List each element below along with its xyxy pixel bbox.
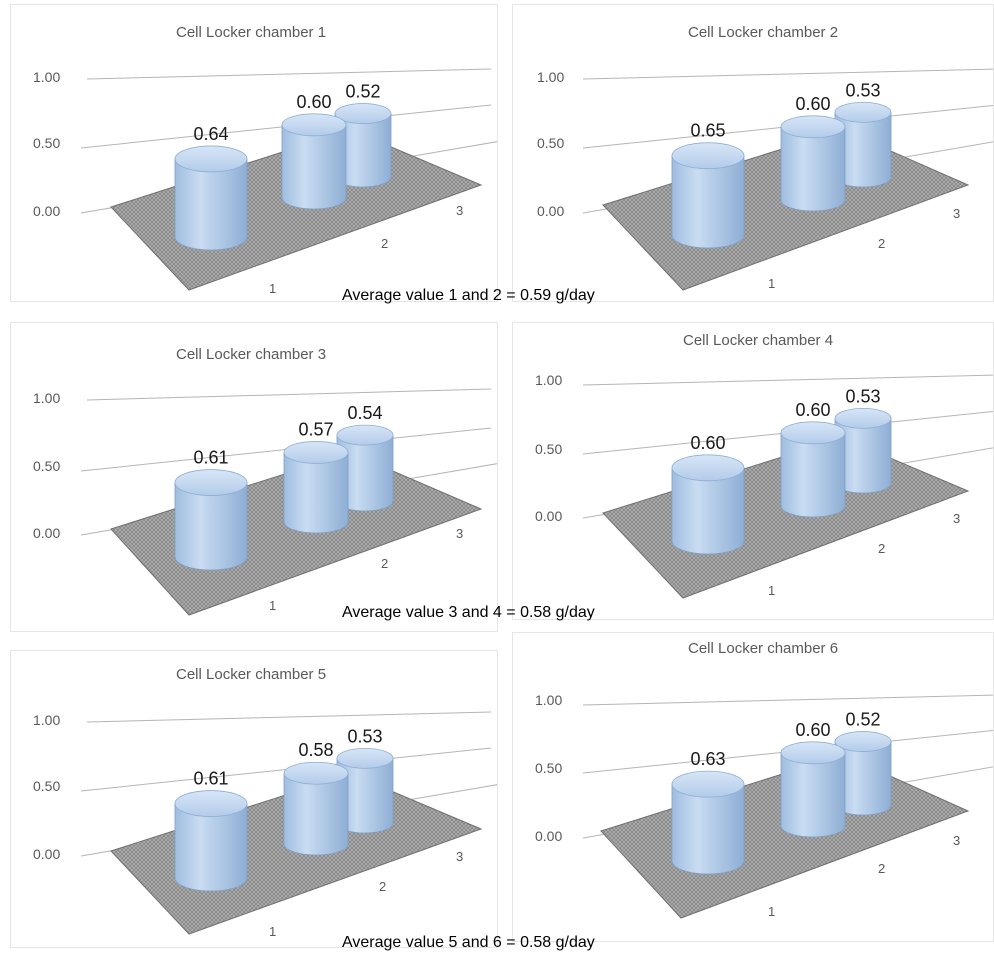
data-label: 0.63 bbox=[690, 749, 725, 769]
category-label: 2 bbox=[381, 556, 388, 571]
category-label: 3 bbox=[456, 203, 463, 218]
category-label: 3 bbox=[953, 206, 960, 221]
y-tick-label: 0.00 bbox=[535, 828, 562, 844]
category-label: 1 bbox=[269, 281, 276, 296]
y-tick-label: 1.00 bbox=[33, 69, 60, 85]
chart-svg: Cell Locker chamber 1 0.00 0.50 1.00 0.52 0.6… bbox=[33, 24, 497, 296]
bar-cylinder bbox=[336, 424, 394, 512]
bar-cylinder bbox=[834, 407, 892, 494]
average-caption-5-6: Average value 5 and 6 = 0.58 g/day bbox=[342, 934, 595, 951]
chart-svg: Cell Locker chamber 5 0.00 0.50 1.00 0.53 0.5… bbox=[33, 666, 497, 939]
y-tick-label: 0.50 bbox=[535, 441, 562, 457]
bar-cylinder bbox=[780, 421, 846, 518]
y-tick-label: 0.00 bbox=[33, 203, 60, 219]
y-tick-label: 0.00 bbox=[33, 846, 60, 862]
category-label: 1 bbox=[768, 583, 775, 598]
chart-svg: Cell Locker chamber 2 0.00 0.50 1.00 0.53 0.6… bbox=[537, 24, 993, 291]
chart-svg: Cell Locker chamber 4 0.00 0.50 1.00 0.53 0.6… bbox=[535, 332, 993, 599]
chart-panel-chamber-1: Cell Locker chamber 1 0.00 0.50 1.00 0.52 0.6… bbox=[10, 4, 498, 302]
y-tick-label: 1.00 bbox=[33, 712, 60, 728]
gridline bbox=[582, 694, 993, 706]
data-label: 0.64 bbox=[193, 124, 228, 144]
category-label: 2 bbox=[379, 879, 386, 894]
data-label: 0.61 bbox=[193, 769, 228, 789]
bar-cylinder bbox=[283, 761, 349, 856]
chart-panel-chamber-3: Cell Locker chamber 3 0.00 0.50 1.00 0.54 0.5… bbox=[10, 322, 498, 632]
y-tick-label: 0.50 bbox=[33, 458, 60, 474]
data-label: 0.52 bbox=[345, 82, 380, 102]
category-label: 2 bbox=[381, 236, 388, 251]
category-label: 3 bbox=[456, 526, 463, 541]
category-label: 3 bbox=[953, 833, 960, 848]
y-tick-label: 0.50 bbox=[33, 778, 60, 794]
chart-svg: Cell Locker chamber 3 0.00 0.50 1.00 0.54 0.5… bbox=[33, 346, 497, 616]
category-label: 2 bbox=[878, 541, 885, 556]
chart-title: Cell Locker chamber 2 bbox=[688, 24, 838, 41]
chart-title: Cell Locker chamber 6 bbox=[688, 640, 838, 657]
category-label: 1 bbox=[269, 924, 276, 939]
data-label: 0.60 bbox=[296, 92, 331, 112]
y-tick-label: 0.00 bbox=[33, 525, 60, 541]
data-label: 0.53 bbox=[845, 80, 880, 100]
chart-panel-chamber-4: Cell Locker chamber 4 0.00 0.50 1.00 0.53 0.6… bbox=[512, 322, 994, 620]
gridline bbox=[86, 68, 492, 80]
bar-cylinder bbox=[281, 113, 347, 210]
bar-cylinder bbox=[174, 145, 248, 251]
bar-cylinder bbox=[174, 469, 248, 571]
gridline bbox=[86, 388, 492, 401]
bar-cylinder bbox=[671, 770, 745, 875]
data-label: 0.60 bbox=[690, 433, 725, 453]
gridline bbox=[582, 68, 993, 80]
average-caption-3-4: Average value 3 and 4 = 0.58 g/day bbox=[342, 604, 595, 621]
data-label: 0.58 bbox=[298, 740, 333, 760]
data-label: 0.60 bbox=[795, 720, 830, 740]
data-label: 0.53 bbox=[845, 386, 880, 406]
data-label: 0.60 bbox=[795, 400, 830, 420]
y-tick-label: 0.50 bbox=[535, 760, 562, 776]
category-label: 3 bbox=[953, 511, 960, 526]
bar-cylinder bbox=[671, 454, 745, 555]
category-label: 1 bbox=[768, 276, 775, 291]
category-label: 2 bbox=[878, 861, 885, 876]
chart-panel-chamber-6: Cell Locker chamber 6 0.00 0.50 1.00 0.52 0.6… bbox=[512, 632, 994, 942]
chart-title: Cell Locker chamber 4 bbox=[683, 332, 833, 349]
chart-title: Cell Locker chamber 1 bbox=[176, 24, 326, 41]
average-caption-1-2: Average value 1 and 2 = 0.59 g/day bbox=[342, 287, 595, 304]
y-tick-label: 0.00 bbox=[535, 508, 562, 524]
chart-panel-chamber-2: Cell Locker chamber 2 0.00 0.50 1.00 0.53 0.6… bbox=[512, 4, 994, 302]
y-tick-label: 1.00 bbox=[537, 69, 564, 85]
bar-cylinder bbox=[780, 115, 846, 212]
data-label: 0.53 bbox=[347, 726, 382, 746]
bar-cylinder bbox=[334, 103, 392, 188]
category-label: 1 bbox=[768, 904, 775, 919]
data-label: 0.60 bbox=[795, 94, 830, 114]
bar-cylinder bbox=[834, 101, 892, 188]
category-label: 2 bbox=[878, 236, 885, 251]
gridline bbox=[86, 711, 492, 723]
data-label: 0.54 bbox=[347, 403, 382, 423]
y-tick-label: 0.00 bbox=[537, 203, 564, 219]
data-label: 0.57 bbox=[298, 419, 333, 439]
bar-cylinder bbox=[336, 747, 394, 834]
bar-cylinder bbox=[174, 790, 248, 892]
category-label: 1 bbox=[269, 598, 276, 613]
y-tick-label: 0.50 bbox=[537, 135, 564, 151]
data-label: 0.61 bbox=[193, 448, 228, 468]
y-tick-label: 1.00 bbox=[33, 390, 60, 406]
gridline bbox=[582, 374, 993, 386]
chart-svg: Cell Locker chamber 6 0.00 0.50 1.00 0.52 0.6… bbox=[535, 640, 993, 919]
y-tick-label: 1.00 bbox=[535, 692, 562, 708]
category-label: 3 bbox=[456, 849, 463, 864]
data-label: 0.65 bbox=[690, 121, 725, 141]
bar-cylinder bbox=[283, 441, 349, 534]
data-label: 0.52 bbox=[845, 710, 880, 730]
bar-cylinder bbox=[780, 741, 846, 838]
y-tick-label: 1.00 bbox=[535, 372, 562, 388]
bar-cylinder bbox=[834, 731, 892, 816]
bar-cylinder bbox=[671, 142, 745, 249]
y-tick-label: 0.50 bbox=[33, 135, 60, 151]
chart-title: Cell Locker chamber 3 bbox=[176, 346, 326, 363]
chart-panel-chamber-5: Cell Locker chamber 5 0.00 0.50 1.00 0.53 0.5… bbox=[10, 650, 498, 948]
chart-title: Cell Locker chamber 5 bbox=[176, 666, 326, 683]
